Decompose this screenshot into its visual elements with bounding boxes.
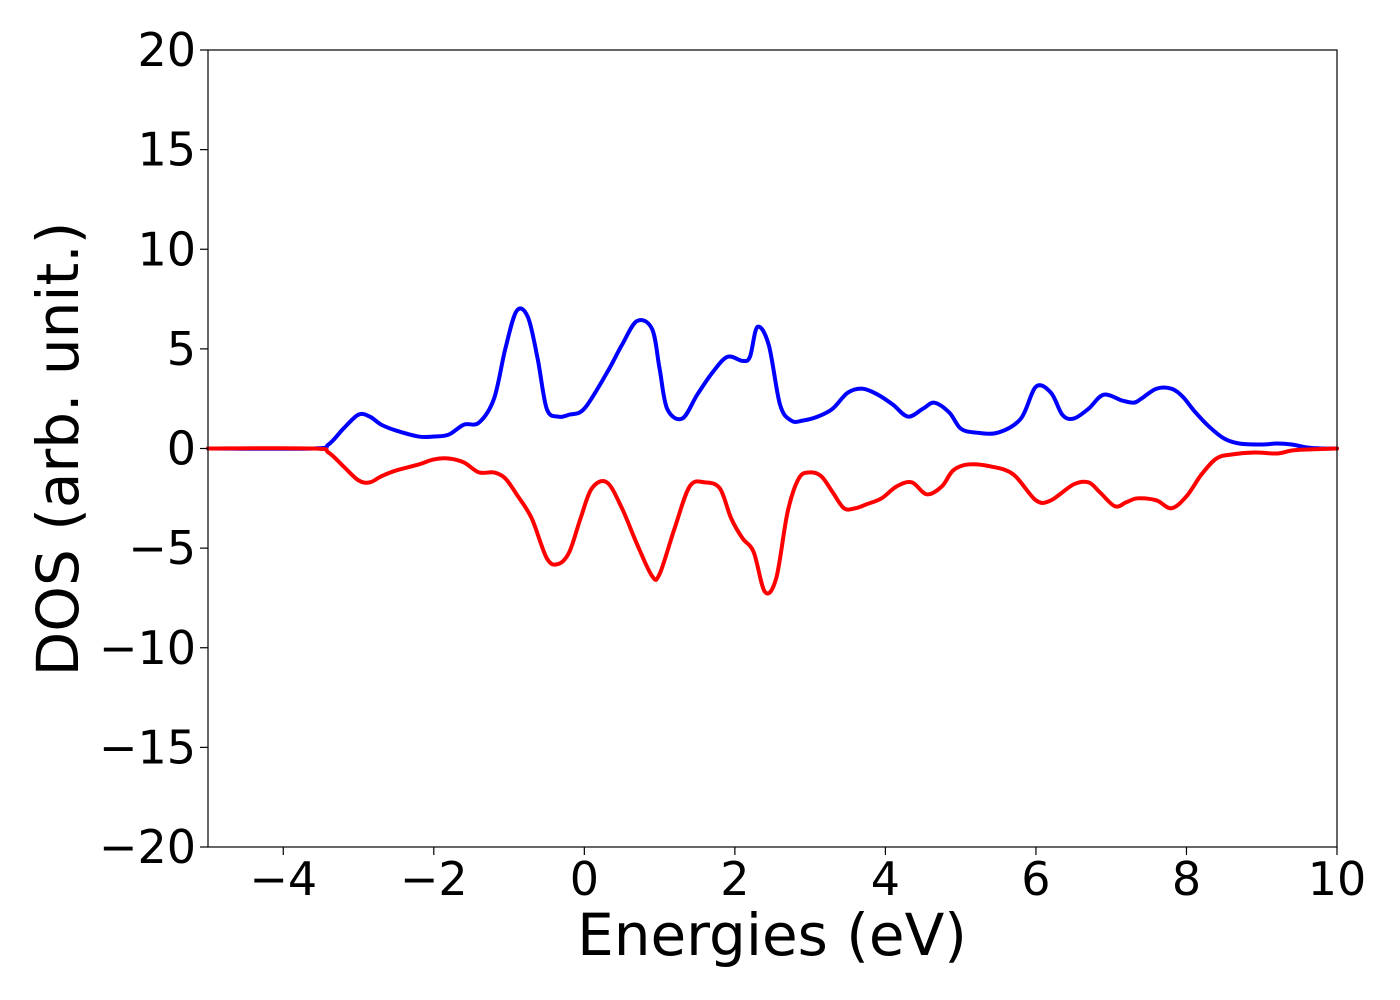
y-tick-label: −10: [99, 621, 196, 675]
y-tick-label: 10: [137, 222, 196, 276]
y-tick-label: −20: [99, 820, 196, 874]
x-tick-label: 10: [1308, 852, 1367, 906]
y-tick-label: 0: [167, 422, 196, 476]
x-tick-label: 4: [871, 852, 900, 906]
series-line-0: [206, 306, 1339, 451]
y-axis-label: DOS (arb. unit.): [24, 222, 92, 677]
plot-area: [208, 50, 1337, 847]
y-tick-label: 15: [137, 123, 196, 177]
x-tick-label: 0: [570, 852, 599, 906]
x-tick-label: 6: [1021, 852, 1050, 906]
series-layer: [206, 306, 1339, 596]
x-tick-label: −2: [400, 852, 468, 906]
y-tick-label: 5: [167, 322, 196, 376]
x-tick-label: 8: [1172, 852, 1201, 906]
y-tick-label: −15: [99, 720, 196, 774]
series-line-1: [206, 446, 1339, 596]
x-tick-label: 2: [720, 852, 749, 906]
y-tick-label: 20: [137, 23, 196, 77]
plot-frame: [207, 49, 1338, 848]
x-axis-label: Energies (eV): [577, 901, 967, 969]
x-tick-label: −4: [249, 852, 317, 906]
y-tick-label: −5: [128, 521, 196, 575]
